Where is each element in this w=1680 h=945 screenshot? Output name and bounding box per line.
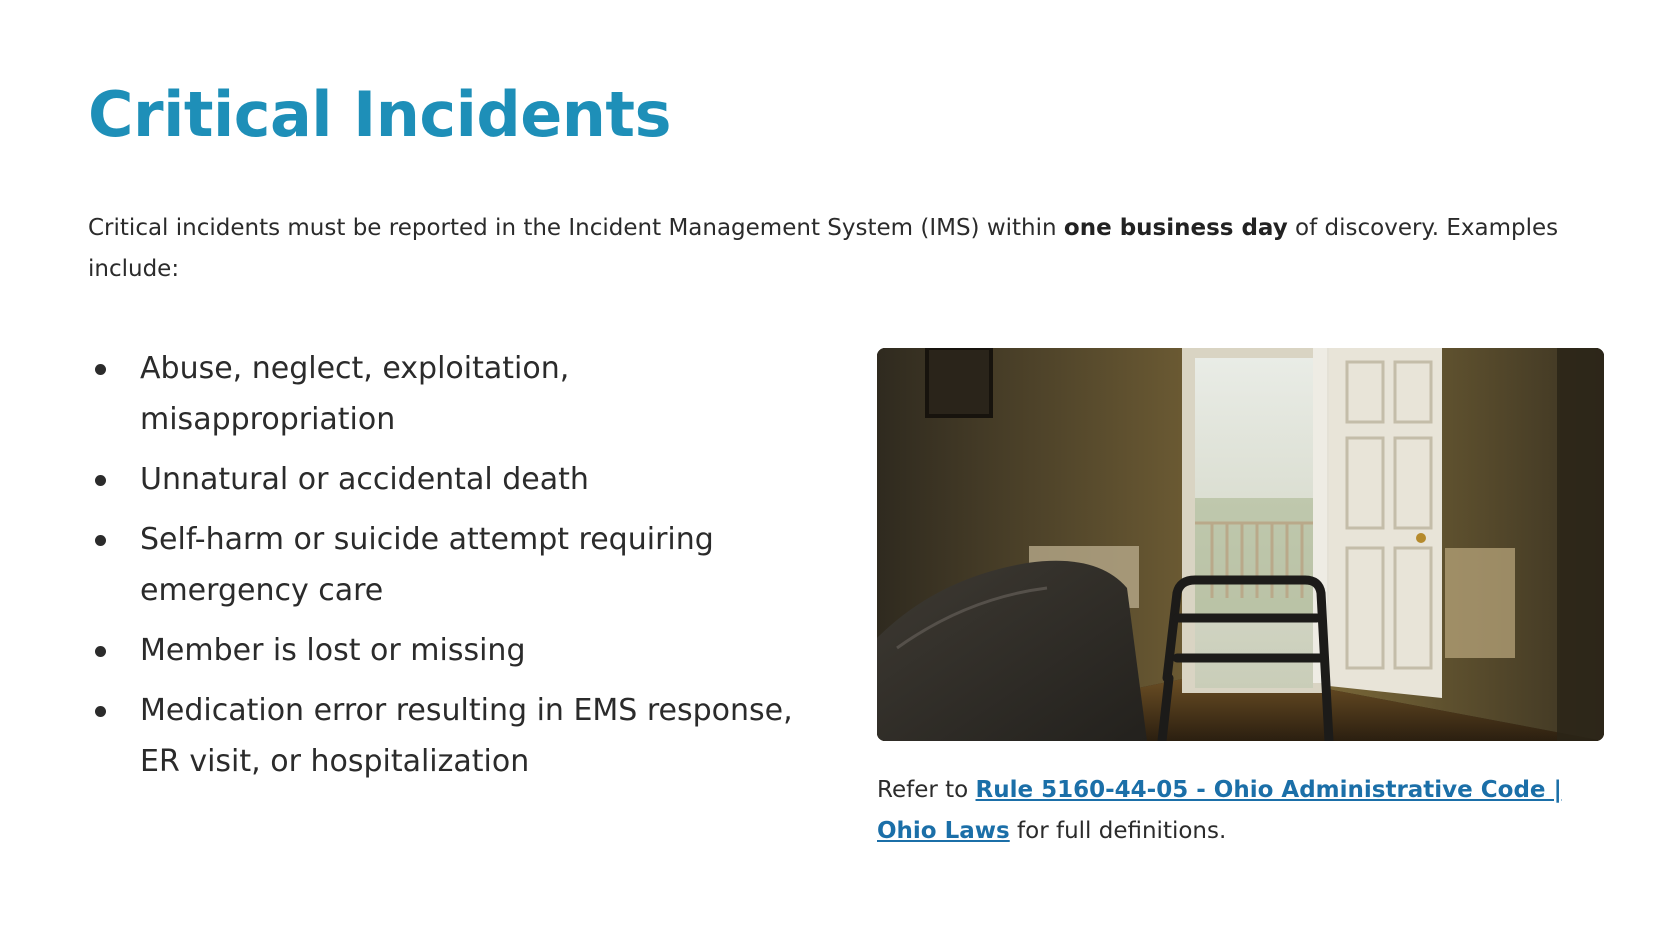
intro-text-start: Critical incidents must be reported in t… (88, 215, 1064, 241)
list-item-text: Self-harm or suicide attempt requiring e… (140, 522, 714, 608)
intro-paragraph: Critical incidents must be reported in t… (88, 208, 1608, 290)
reference-prefix: Refer to (877, 777, 976, 803)
right-door-edge (1557, 348, 1604, 741)
bullet-icon (95, 646, 106, 657)
reference-suffix: for full definitions. (1009, 818, 1227, 844)
list-item-text: Medication error resulting in EMS respon… (140, 693, 793, 779)
examples-list: Abuse, neglect, exploitation, misappropr… (88, 343, 828, 796)
intro-emphasis: one business day (1063, 215, 1288, 241)
door-knob (1416, 533, 1426, 543)
outdoor-trees (1195, 498, 1313, 618)
room-photo (877, 348, 1604, 741)
bullet-icon (95, 364, 106, 375)
list-item: Member is lost or missing (88, 625, 828, 676)
open-door (1329, 348, 1442, 698)
right-radiator (1445, 548, 1515, 658)
list-item: Medication error resulting in EMS respon… (88, 685, 828, 787)
list-item-text: Unnatural or accidental death (140, 462, 589, 497)
bullet-icon (95, 475, 106, 486)
door-panels (1345, 360, 1433, 670)
list-item-text: Member is lost or missing (140, 633, 526, 668)
list-item: Unnatural or accidental death (88, 454, 828, 505)
bullet-icon (95, 706, 106, 717)
reference-note: Refer to Rule 5160-44-05 - Ohio Administ… (877, 770, 1617, 852)
intro-text-end: of discovery. Examples include: (88, 215, 1559, 282)
picture-frame (925, 348, 993, 418)
room-illustration (877, 348, 1604, 741)
list-item: Self-harm or suicide attempt requiring e… (88, 514, 828, 616)
list-item: Abuse, neglect, exploitation, misappropr… (88, 343, 828, 445)
list-item-text: Abuse, neglect, exploitation, misappropr… (140, 351, 570, 437)
balcony-railing (1195, 521, 1313, 598)
sofa-cushion-line (896, 586, 1048, 650)
walker (1157, 575, 1334, 741)
slide-title: Critical Incidents (88, 78, 671, 151)
ohio-rule-link[interactable]: Rule 5160-44-05 - Ohio Administrative Co… (877, 777, 1562, 844)
bullet-icon (95, 535, 106, 546)
sofa (877, 560, 1147, 741)
